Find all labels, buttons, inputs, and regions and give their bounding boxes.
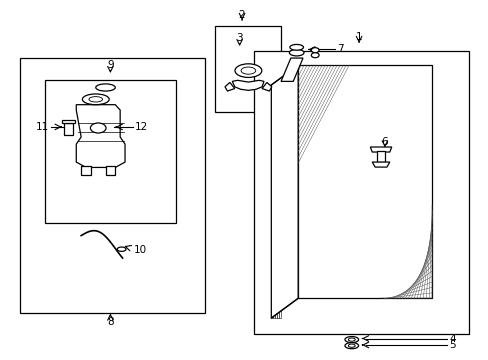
Ellipse shape — [344, 337, 358, 343]
Bar — [419, 65, 422, 298]
Text: 10: 10 — [133, 245, 146, 255]
Bar — [417, 65, 419, 298]
Bar — [44, 80, 176, 223]
Bar — [427, 65, 429, 298]
Text: 9: 9 — [107, 60, 114, 70]
Ellipse shape — [90, 123, 106, 133]
Text: 3: 3 — [236, 33, 243, 43]
Ellipse shape — [89, 96, 102, 102]
Text: 2: 2 — [238, 10, 245, 20]
Text: 12: 12 — [135, 122, 148, 132]
Ellipse shape — [347, 338, 354, 341]
Ellipse shape — [344, 343, 358, 349]
Ellipse shape — [347, 344, 354, 347]
Bar — [81, 166, 91, 175]
Ellipse shape — [311, 48, 319, 53]
Ellipse shape — [241, 67, 255, 74]
Bar — [275, 85, 277, 318]
Text: 5: 5 — [448, 340, 455, 350]
Ellipse shape — [289, 44, 303, 50]
Bar — [429, 65, 431, 298]
Bar — [279, 85, 281, 318]
Polygon shape — [232, 80, 264, 90]
Bar — [64, 123, 73, 135]
Bar — [424, 65, 427, 298]
Bar — [215, 26, 281, 112]
Bar — [271, 85, 273, 318]
Text: 6: 6 — [381, 138, 387, 147]
Ellipse shape — [117, 247, 126, 251]
Bar — [376, 150, 384, 162]
Polygon shape — [371, 162, 389, 167]
Bar — [273, 85, 275, 318]
Text: 1: 1 — [355, 32, 362, 41]
Ellipse shape — [235, 64, 261, 77]
Ellipse shape — [289, 49, 304, 56]
Ellipse shape — [311, 53, 319, 58]
Polygon shape — [271, 65, 298, 318]
Bar — [277, 85, 279, 318]
Polygon shape — [298, 65, 431, 298]
Polygon shape — [369, 147, 391, 152]
Text: 4: 4 — [448, 333, 455, 343]
Ellipse shape — [82, 94, 109, 105]
Bar — [105, 166, 115, 175]
Ellipse shape — [96, 84, 115, 91]
Polygon shape — [76, 105, 125, 167]
Bar — [254, 51, 468, 334]
Text: 8: 8 — [107, 317, 114, 327]
Polygon shape — [281, 58, 303, 81]
Bar — [62, 120, 75, 123]
Bar — [20, 58, 205, 313]
Text: 7: 7 — [336, 45, 343, 54]
Text: 11: 11 — [36, 122, 49, 132]
Polygon shape — [224, 82, 234, 91]
Polygon shape — [262, 82, 271, 91]
Bar — [422, 65, 424, 298]
